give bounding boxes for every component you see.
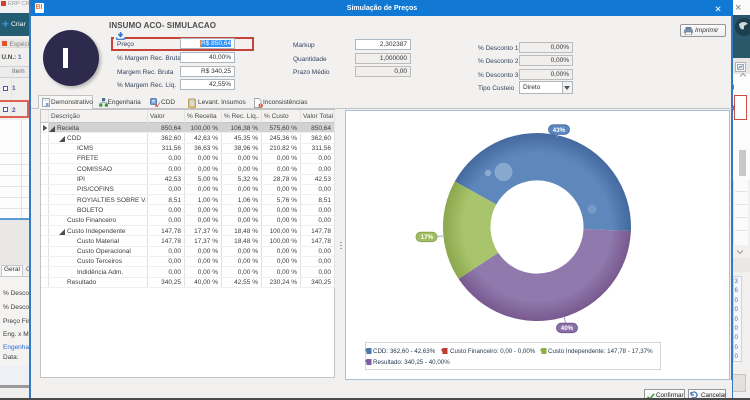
svg-text:17%: 17% <box>421 234 434 241</box>
svg-text:43%: 43% <box>553 127 566 134</box>
svg-text:40%: 40% <box>561 325 574 332</box>
